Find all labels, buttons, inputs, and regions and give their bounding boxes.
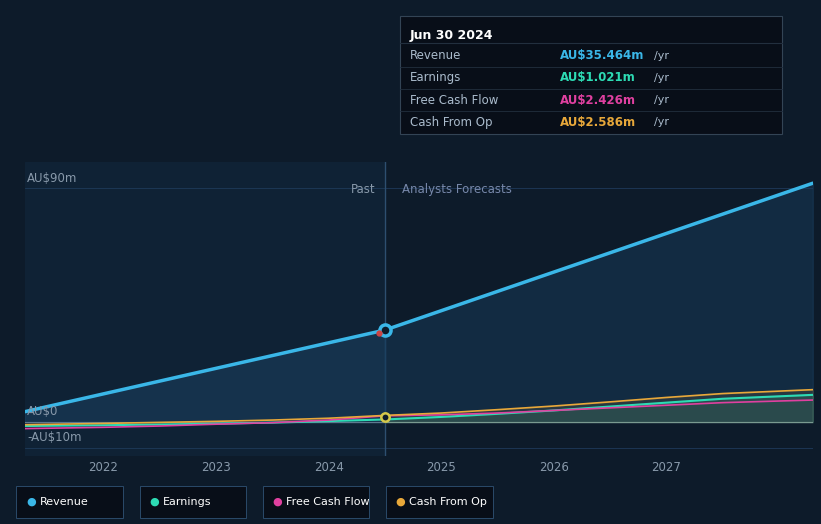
- Text: Revenue: Revenue: [410, 49, 461, 62]
- Text: -AU$10m: -AU$10m: [27, 431, 81, 444]
- Text: ●: ●: [396, 497, 406, 507]
- Text: ●: ●: [149, 497, 159, 507]
- Bar: [25, 162, 385, 456]
- Text: /yr: /yr: [654, 51, 669, 61]
- Text: ●: ●: [26, 497, 36, 507]
- Text: /yr: /yr: [654, 117, 669, 127]
- Text: Analysts Forecasts: Analysts Forecasts: [401, 183, 511, 196]
- Text: /yr: /yr: [654, 95, 669, 105]
- Text: Earnings: Earnings: [410, 71, 461, 84]
- Text: /yr: /yr: [654, 73, 669, 83]
- Text: ●: ●: [273, 497, 282, 507]
- Text: Earnings: Earnings: [163, 497, 211, 507]
- Text: AU$90m: AU$90m: [27, 171, 77, 184]
- Text: Cash From Op: Cash From Op: [410, 116, 492, 129]
- Text: AU$35.464m: AU$35.464m: [560, 49, 644, 62]
- Text: AU$1.021m: AU$1.021m: [560, 71, 635, 84]
- Text: Free Cash Flow: Free Cash Flow: [410, 94, 498, 107]
- Bar: [385, 162, 813, 456]
- Text: AU$0: AU$0: [27, 405, 58, 418]
- Text: Free Cash Flow: Free Cash Flow: [286, 497, 369, 507]
- Text: AU$2.586m: AU$2.586m: [560, 116, 636, 129]
- Text: Revenue: Revenue: [39, 497, 88, 507]
- Text: Past: Past: [351, 183, 376, 196]
- Text: Jun 30 2024: Jun 30 2024: [410, 29, 493, 42]
- Text: AU$2.426m: AU$2.426m: [560, 94, 636, 107]
- Text: Cash From Op: Cash From Op: [409, 497, 487, 507]
